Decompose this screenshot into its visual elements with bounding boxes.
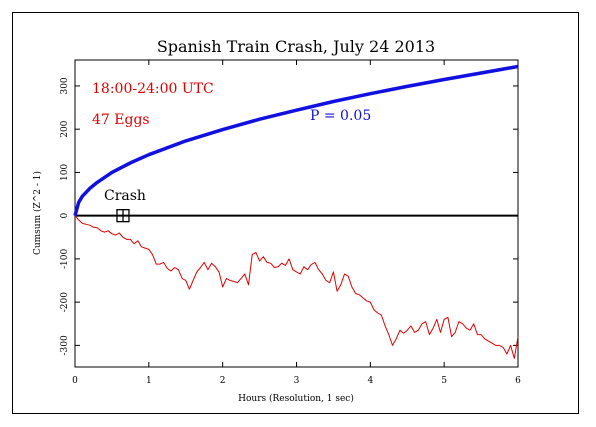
y-tick-label-5: 200 [60, 120, 70, 137]
cumulative-deviation-line [74, 215, 519, 359]
eggs-count-label: 47 Eggs [92, 112, 150, 128]
y-tick-label-6: 300 [60, 77, 70, 94]
y-tick-label-2: -100 [60, 249, 70, 269]
x-axis: 0 1 2 3 4 5 6 [72, 60, 521, 386]
y-axis: -300 -200 -100 0 100 200 300 [60, 77, 518, 355]
x-tick-label-6: 6 [515, 376, 521, 386]
x-tick-label-3: 3 [294, 376, 300, 386]
y-tick-label-0: -300 [60, 335, 70, 355]
figure-frame [12, 12, 579, 414]
crash-event-label: Crash [104, 188, 146, 204]
y-axis-label: Cumsum (Z^2 - 1) [32, 171, 43, 255]
y-tick-label-1: -200 [60, 292, 70, 312]
x-tick-label-0: 0 [72, 376, 78, 386]
probability-envelope-line [73, 64, 519, 217]
time-range-label: 18:00-24:00 UTC [92, 81, 214, 97]
y-tick-label-3: 0 [60, 213, 70, 219]
x-axis-label: Hours (Resolution, 1 sec) [238, 393, 354, 404]
y-tick-label-4: 100 [60, 164, 70, 181]
crash-marker [116, 209, 130, 223]
x-tick-label-2: 2 [220, 376, 226, 386]
x-tick-label-4: 4 [367, 376, 373, 386]
chart-title: Spanish Train Crash, July 24 2013 [157, 37, 435, 56]
probability-label: P = 0.05 [310, 108, 371, 124]
x-tick-label-1: 1 [146, 376, 152, 386]
x-tick-label-5: 5 [441, 376, 447, 386]
plot-area [74, 59, 519, 368]
